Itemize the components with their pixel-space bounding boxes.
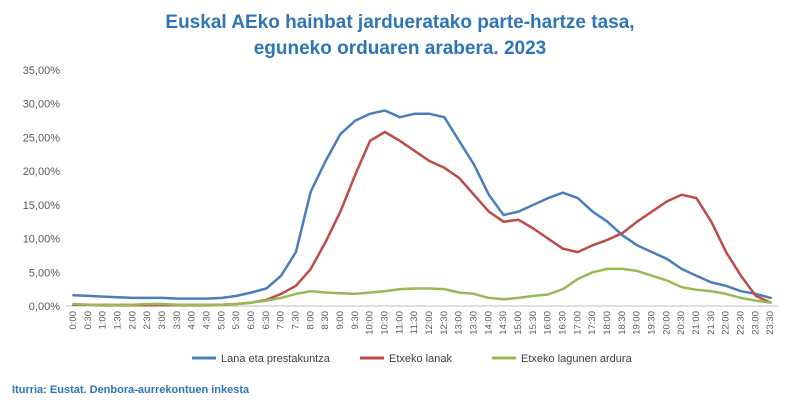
y-tick-label: 20,00% bbox=[23, 166, 61, 178]
x-tick-label: 7:30 bbox=[290, 311, 301, 330]
y-tick-label: 15,00% bbox=[23, 200, 61, 212]
x-tick-label: 13:30 bbox=[468, 311, 479, 335]
x-tick-label: 23:00 bbox=[750, 311, 761, 335]
x-tick-label: 1:00 bbox=[98, 311, 109, 330]
x-tick-label: 20:00 bbox=[661, 311, 672, 335]
x-tick-label: 19:00 bbox=[632, 311, 643, 335]
y-tick-label: 25,00% bbox=[23, 132, 61, 144]
x-tick-label: 18:00 bbox=[602, 311, 613, 335]
y-tick-label: 10,00% bbox=[23, 234, 61, 246]
y-tick-label: 5,00% bbox=[29, 267, 60, 279]
x-tick-label: 8:30 bbox=[320, 311, 331, 330]
chart-title: Euskal AEko hainbat jardueratako parte-h… bbox=[0, 10, 800, 62]
series-lines bbox=[72, 109, 772, 307]
x-tick-label: 15:00 bbox=[513, 311, 524, 335]
x-axis: 0:00 0:30 1:00 1:30 2:00 2:30 3:00 3:30 4:00 4:30… bbox=[66, 305, 778, 335]
y-tick-label: 35,00% bbox=[23, 65, 61, 77]
x-tick-label: 23:30 bbox=[765, 311, 776, 335]
series-line-1 bbox=[72, 109, 772, 300]
legend-label-1: Lana eta prestakuntza bbox=[221, 353, 331, 365]
x-tick-label: 7:00 bbox=[276, 311, 287, 330]
x-tick-label: 4:30 bbox=[201, 311, 212, 330]
x-tick-label: 22:00 bbox=[721, 311, 732, 335]
x-tick-label: 21:00 bbox=[691, 311, 702, 335]
x-tick-label: 8:00 bbox=[305, 311, 316, 330]
x-tick-label: 10:30 bbox=[379, 311, 390, 335]
x-tick-label: 12:30 bbox=[439, 311, 450, 335]
x-tick-label: 0:00 bbox=[68, 311, 79, 330]
x-tick-label: 13:00 bbox=[454, 311, 465, 335]
y-axis: 0,00% 5,00% 10,00% 15,00% 20,00% 25,00% 30,00%… bbox=[23, 65, 61, 313]
x-tick-label: 9:30 bbox=[350, 311, 361, 330]
x-tick-label: 11:00 bbox=[394, 311, 405, 334]
series-line-3 bbox=[72, 267, 772, 306]
x-tick-label: 0:30 bbox=[83, 311, 94, 330]
x-tick-label: 6:00 bbox=[246, 311, 257, 330]
x-tick-label: 2:30 bbox=[142, 311, 153, 330]
legend-label-3: Etxeko lagunen ardura bbox=[521, 353, 633, 365]
x-tick-label: 3:30 bbox=[172, 311, 183, 330]
x-tick-label: 16:30 bbox=[557, 311, 568, 335]
x-tick-label: 4:00 bbox=[187, 311, 198, 330]
x-tick-label: 15:30 bbox=[528, 311, 539, 335]
x-tick-label: 1:30 bbox=[112, 311, 123, 330]
x-tick-label: 12:00 bbox=[424, 311, 435, 335]
x-tick-label: 17:30 bbox=[587, 311, 598, 335]
x-tick-label: 17:00 bbox=[572, 311, 583, 335]
chart-title-line1: Euskal AEko hainbat jardueratako parte-h… bbox=[165, 12, 635, 33]
y-tick-label: 30,00% bbox=[23, 99, 61, 111]
x-tick-label: 14:30 bbox=[498, 311, 509, 335]
x-tick-label: 6:30 bbox=[261, 311, 272, 330]
y-tick-label: 0,00% bbox=[29, 301, 60, 313]
x-tick-label: 11:30 bbox=[409, 311, 420, 334]
legend: Lana eta prestakuntza Etxeko lanak Etxeko … bbox=[192, 353, 633, 365]
x-tick-label: 18:30 bbox=[617, 311, 628, 335]
legend-label-2: Etxeko lanak bbox=[389, 353, 452, 365]
x-tick-label: 5:30 bbox=[231, 311, 242, 330]
chart-title-line2: eguneko orduaren arabera. 2023 bbox=[253, 38, 547, 59]
source-note: Iturria: Eustat. Denbora-aurrekontuen in… bbox=[12, 384, 250, 396]
x-tick-label: 5:00 bbox=[216, 311, 227, 330]
x-tick-label: 2:00 bbox=[127, 311, 138, 330]
x-tick-label: 14:00 bbox=[483, 311, 494, 335]
x-tick-label: 20:30 bbox=[676, 311, 687, 335]
x-tick-label: 10:00 bbox=[365, 311, 376, 335]
x-tick-label: 3:00 bbox=[157, 311, 168, 330]
x-tick-label: 9:00 bbox=[335, 311, 346, 330]
x-tick-label: 16:00 bbox=[543, 311, 554, 335]
x-tick-label: 22:30 bbox=[735, 311, 746, 335]
x-tick-label: 21:30 bbox=[706, 311, 717, 335]
x-tick-label: 19:30 bbox=[646, 311, 657, 335]
